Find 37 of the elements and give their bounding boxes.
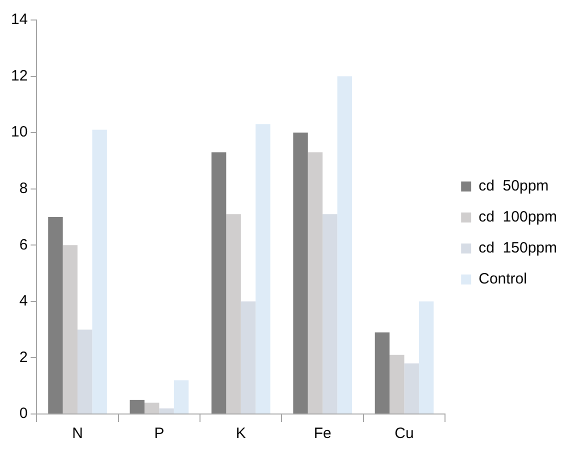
bar xyxy=(174,380,189,414)
x-tick-label: K xyxy=(236,425,246,442)
bar xyxy=(337,76,352,414)
legend-label: Control xyxy=(478,270,527,288)
bar xyxy=(374,332,390,414)
bar xyxy=(62,245,78,414)
x-tick-label: P xyxy=(154,425,164,442)
y-tick-label: 10 xyxy=(10,124,28,141)
bar xyxy=(322,214,338,414)
bar xyxy=(78,330,92,414)
x-tick-label: Cu xyxy=(394,425,414,442)
bar xyxy=(240,301,256,414)
bar xyxy=(130,400,145,414)
y-tick-label: 14 xyxy=(10,11,28,28)
bar xyxy=(48,217,63,414)
x-tick-label: N xyxy=(72,425,83,442)
y-tick-label: 4 xyxy=(19,292,28,310)
bar xyxy=(144,402,160,414)
bar xyxy=(226,214,241,414)
legend-label: cd 50ppm xyxy=(478,178,549,195)
bar xyxy=(293,132,308,414)
y-tick-label: 6 xyxy=(19,236,28,254)
y-tick-label: 0 xyxy=(19,405,28,422)
bar xyxy=(418,301,434,414)
y-tick-label: 8 xyxy=(19,180,28,197)
legend-label: cd 100ppm xyxy=(478,208,558,226)
y-tick-label: 2 xyxy=(19,348,28,366)
bar xyxy=(92,130,107,414)
bar xyxy=(256,124,270,414)
y-tick-label: 12 xyxy=(10,67,28,84)
bar xyxy=(308,152,323,414)
bar xyxy=(159,408,174,414)
bar xyxy=(390,354,404,414)
legend-label: cd 150ppm xyxy=(478,240,558,257)
bar xyxy=(404,363,419,414)
x-tick-label: Fe xyxy=(314,425,332,442)
bar xyxy=(211,152,226,414)
